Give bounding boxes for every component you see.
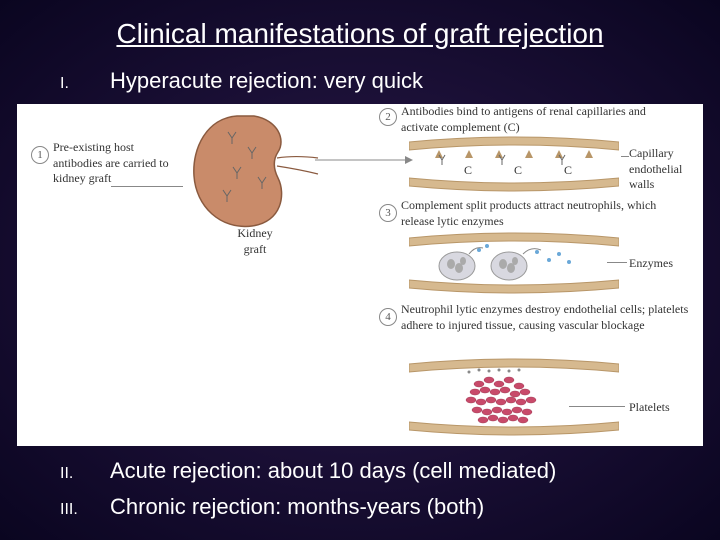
step-1-number: 1 — [31, 146, 49, 164]
capillary-label: Capillary endothelial walls — [629, 146, 699, 193]
platelets-label: Platelets — [629, 400, 670, 416]
arrow-line — [607, 262, 627, 263]
roman-numeral: I. — [60, 75, 110, 93]
capillary-step4 — [409, 358, 619, 438]
list-text: Hyperacute rejection: very quick — [110, 68, 423, 94]
step-4-text: Neutrophil lytic enzymes destroy endothe… — [401, 302, 691, 333]
list-text: Chronic rejection: months-years (both) — [110, 494, 484, 520]
arrow-line — [111, 186, 183, 187]
roman-numeral: III. — [60, 501, 110, 519]
step-3-text: Complement split products attract neutro… — [401, 198, 681, 229]
svg-text:C: C — [514, 163, 522, 177]
list-item: II. Acute rejection: about 10 days (cell… — [60, 458, 670, 484]
kidney-label: Kidney graft — [225, 226, 285, 257]
hyperacute-diagram: 1 Pre-existing host antibodies are carri… — [17, 104, 703, 446]
step-3-number: 3 — [379, 204, 397, 222]
list-item: I. Hyperacute rejection: very quick — [60, 68, 670, 94]
step-2-text: Antibodies bind to antigens of renal cap… — [401, 104, 661, 135]
list-item: III. Chronic rejection: months-years (bo… — [60, 494, 670, 520]
capillary-step3 — [409, 232, 619, 294]
step-1-text: Pre-existing host antibodies are carried… — [53, 140, 183, 187]
capillary-step2: C C C — [409, 136, 619, 192]
kidney-icon — [182, 108, 322, 238]
svg-text:C: C — [564, 163, 572, 177]
step-2-number: 2 — [379, 108, 397, 126]
slide-title: Clinical manifestations of graft rejecti… — [0, 0, 720, 50]
arrow-line — [569, 406, 625, 407]
arrow-line — [621, 156, 629, 157]
step-4-number: 4 — [379, 308, 397, 326]
list-text: Acute rejection: about 10 days (cell med… — [110, 458, 556, 484]
bullet-list: I. Hyperacute rejection: very quick — [0, 50, 720, 94]
roman-numeral: II. — [60, 465, 110, 483]
bullet-list-lower: II. Acute rejection: about 10 days (cell… — [0, 454, 720, 520]
svg-text:C: C — [464, 163, 472, 177]
enzymes-label: Enzymes — [629, 256, 673, 272]
arrow-icon — [315, 150, 413, 170]
